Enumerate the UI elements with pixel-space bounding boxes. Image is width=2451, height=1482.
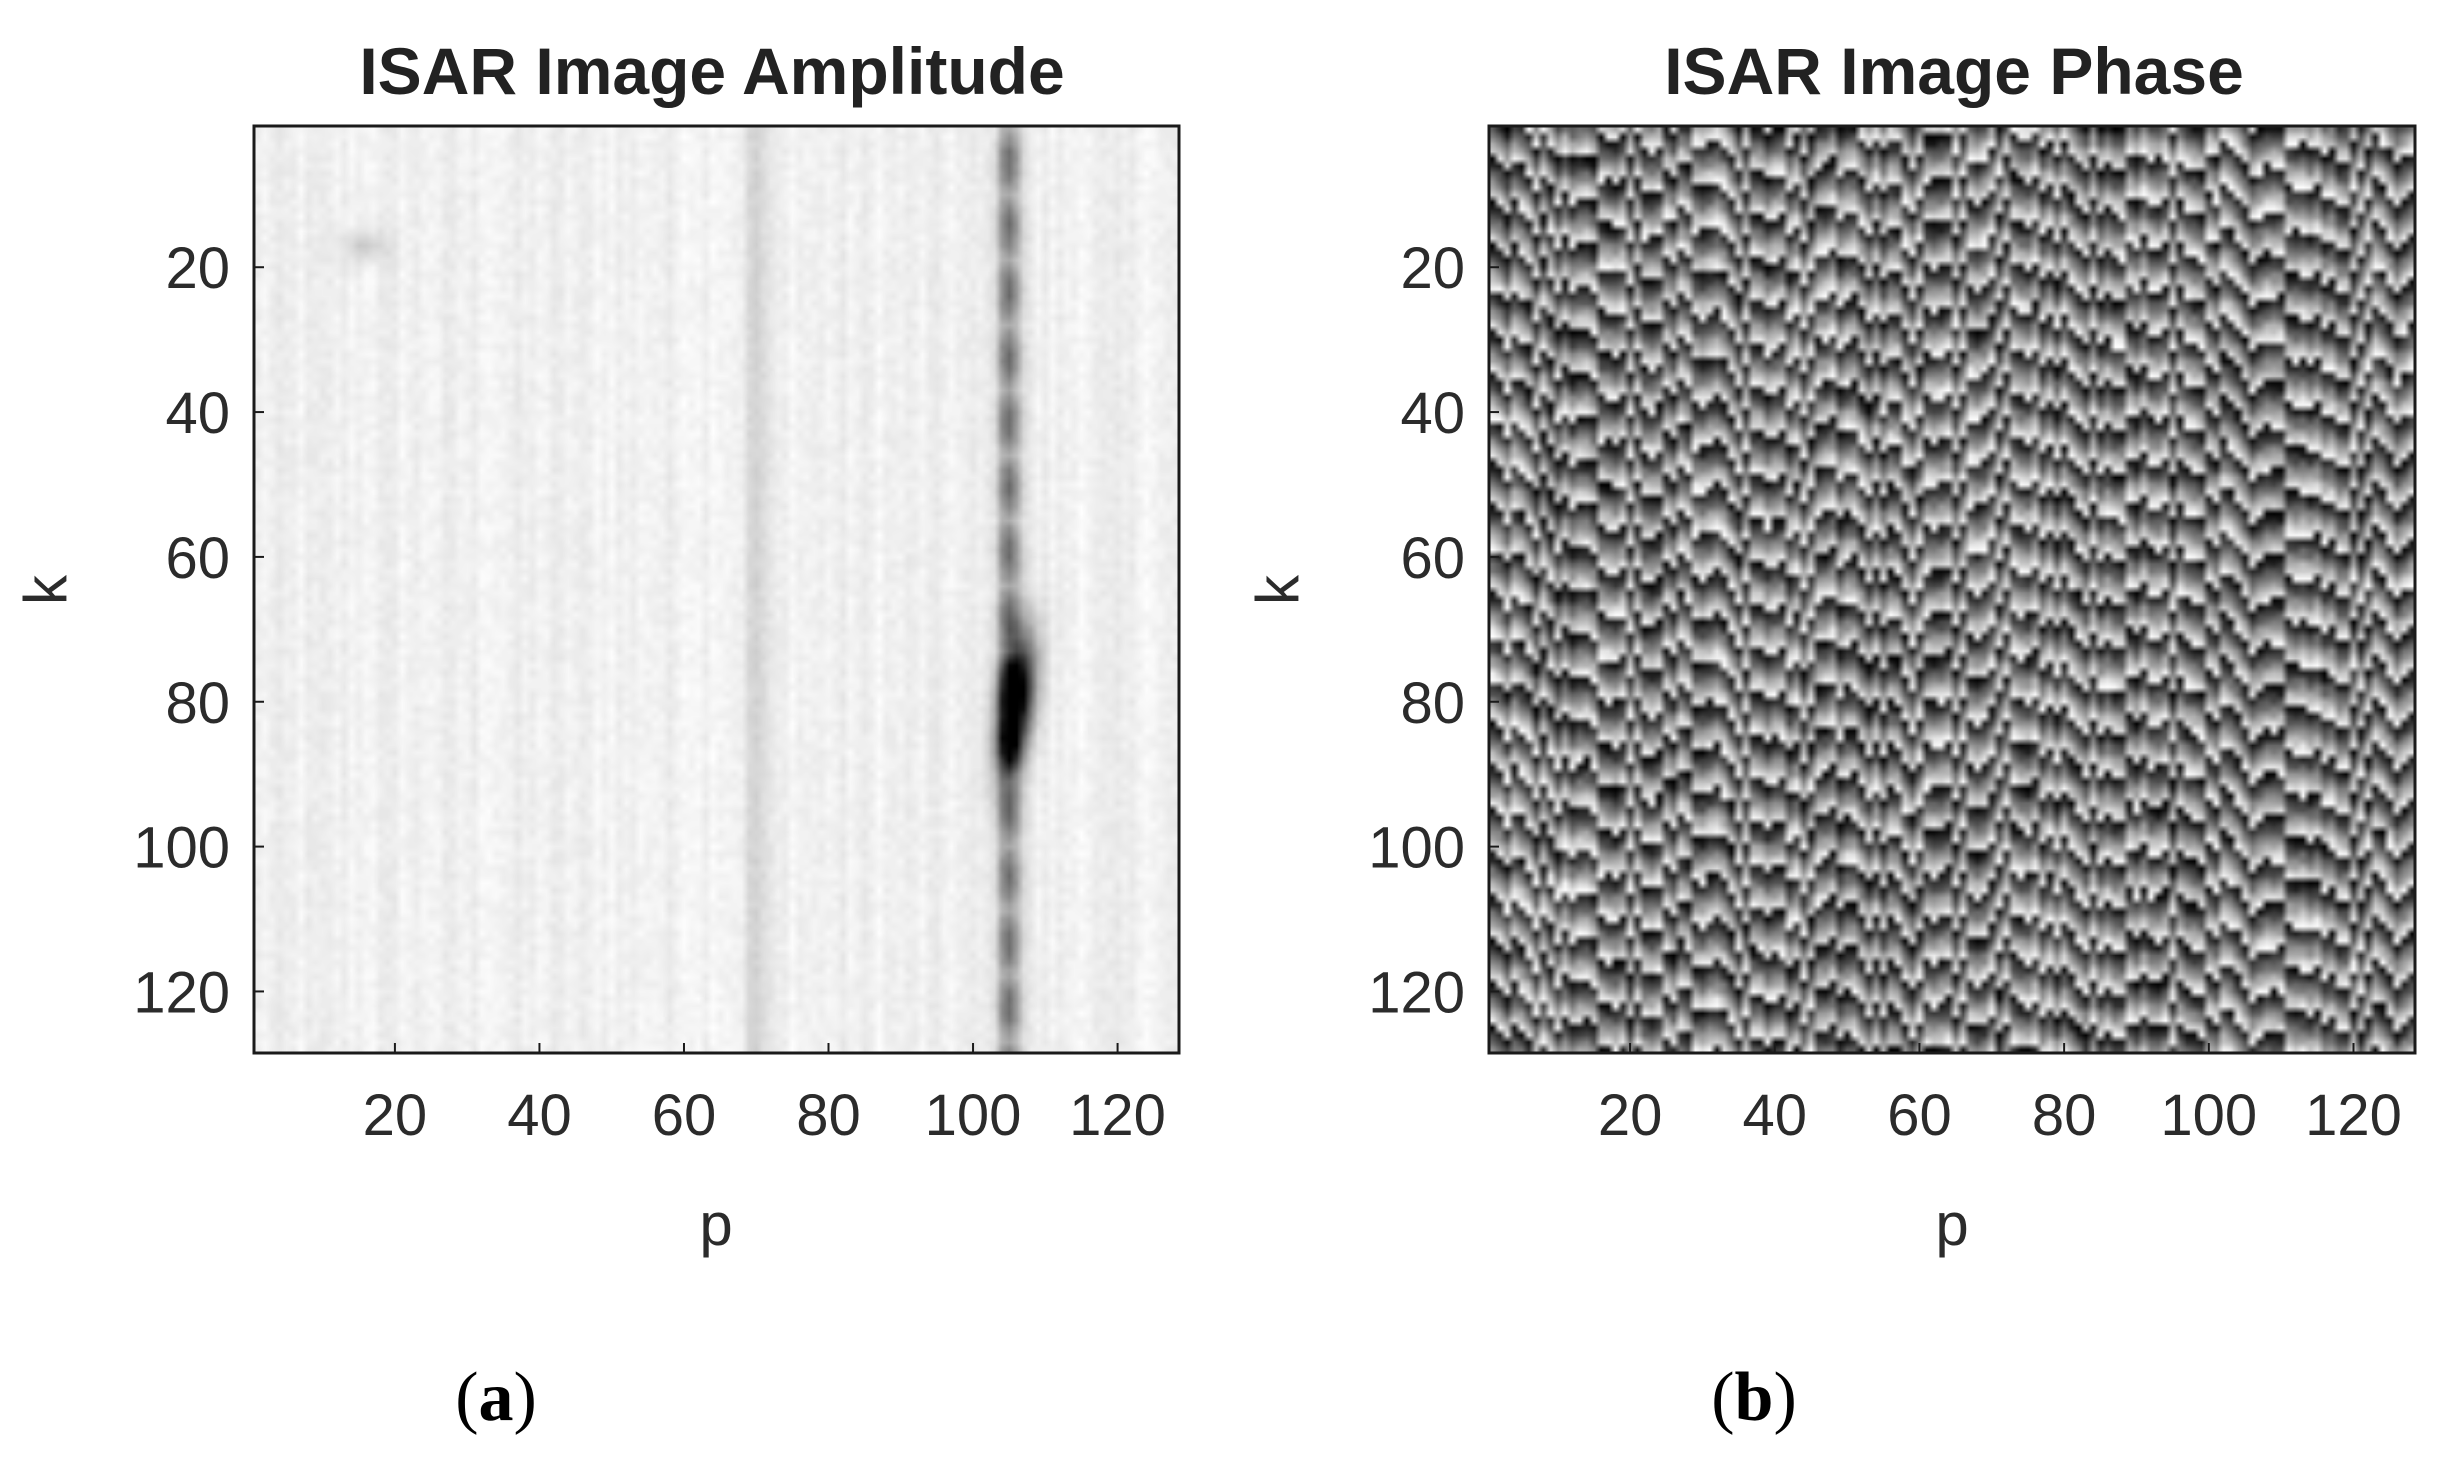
amplitude-xtick-label: 60	[652, 1083, 717, 1148]
panel-label-a: (a)	[455, 1359, 537, 1436]
phase-ylabel: k	[1244, 574, 1311, 605]
phase-xtick-label: 100	[2160, 1083, 2257, 1148]
amplitude-ytick-label: 20	[165, 236, 230, 301]
phase-ytick-label: 120	[1368, 960, 1465, 1025]
amplitude-ytick-label: 120	[133, 960, 230, 1025]
phase-xtick-label: 80	[2032, 1083, 2097, 1148]
amplitude-xlabel: p	[699, 1191, 732, 1258]
phase-ticks: 20 40 60 80 100 120 20 40 60 80 100 120	[1368, 236, 2402, 1148]
amplitude-panel: ISAR Image Amplitude 20 40 60 80 100 120 20 40 6…	[12, 34, 1181, 1436]
amplitude-ticks: 20 40 60 80 100 120 20 40 60 80 100 120	[133, 236, 1166, 1148]
amplitude-ytick-label: 60	[165, 526, 230, 591]
amplitude-ytick-label: 80	[165, 671, 230, 736]
phase-ytick-label: 60	[1400, 526, 1465, 591]
amplitude-axes-box	[252, 124, 1181, 1055]
phase-xtick-label: 60	[1887, 1083, 1952, 1148]
phase-xtick-label: 20	[1598, 1083, 1663, 1148]
phase-ytick-label: 80	[1400, 671, 1465, 736]
phase-xlabel: p	[1935, 1191, 1968, 1258]
amplitude-ytick-label: 100	[133, 816, 230, 881]
phase-xtick-label: 120	[2305, 1083, 2402, 1148]
amplitude-xtick-label: 120	[1069, 1083, 1166, 1148]
phase-ytick-label: 40	[1400, 381, 1465, 446]
phase-axes-box	[1487, 124, 2417, 1055]
amplitude-xtick-label: 100	[925, 1083, 1022, 1148]
phase-ytick-label: 100	[1368, 816, 1465, 881]
phase-title: ISAR Image Phase	[1664, 34, 2244, 108]
amplitude-ylabel: k	[12, 574, 79, 605]
amplitude-xtick-label: 40	[507, 1083, 572, 1148]
phase-heatmap	[1489, 126, 2415, 1053]
phase-panel: ISAR Image Phase 20 40 60 80 100 120 20 40 60 80 1…	[1244, 34, 2417, 1436]
amplitude-xtick-label: 80	[796, 1083, 861, 1148]
phase-ytick-label: 20	[1400, 236, 1465, 301]
amplitude-ytick-label: 40	[165, 381, 230, 446]
amplitude-heatmap	[254, 126, 1179, 1053]
panel-label-b: (b)	[1711, 1359, 1797, 1436]
amplitude-xtick-label: 20	[363, 1083, 428, 1148]
amplitude-title: ISAR Image Amplitude	[359, 34, 1064, 108]
phase-xtick-label: 40	[1743, 1083, 1808, 1148]
